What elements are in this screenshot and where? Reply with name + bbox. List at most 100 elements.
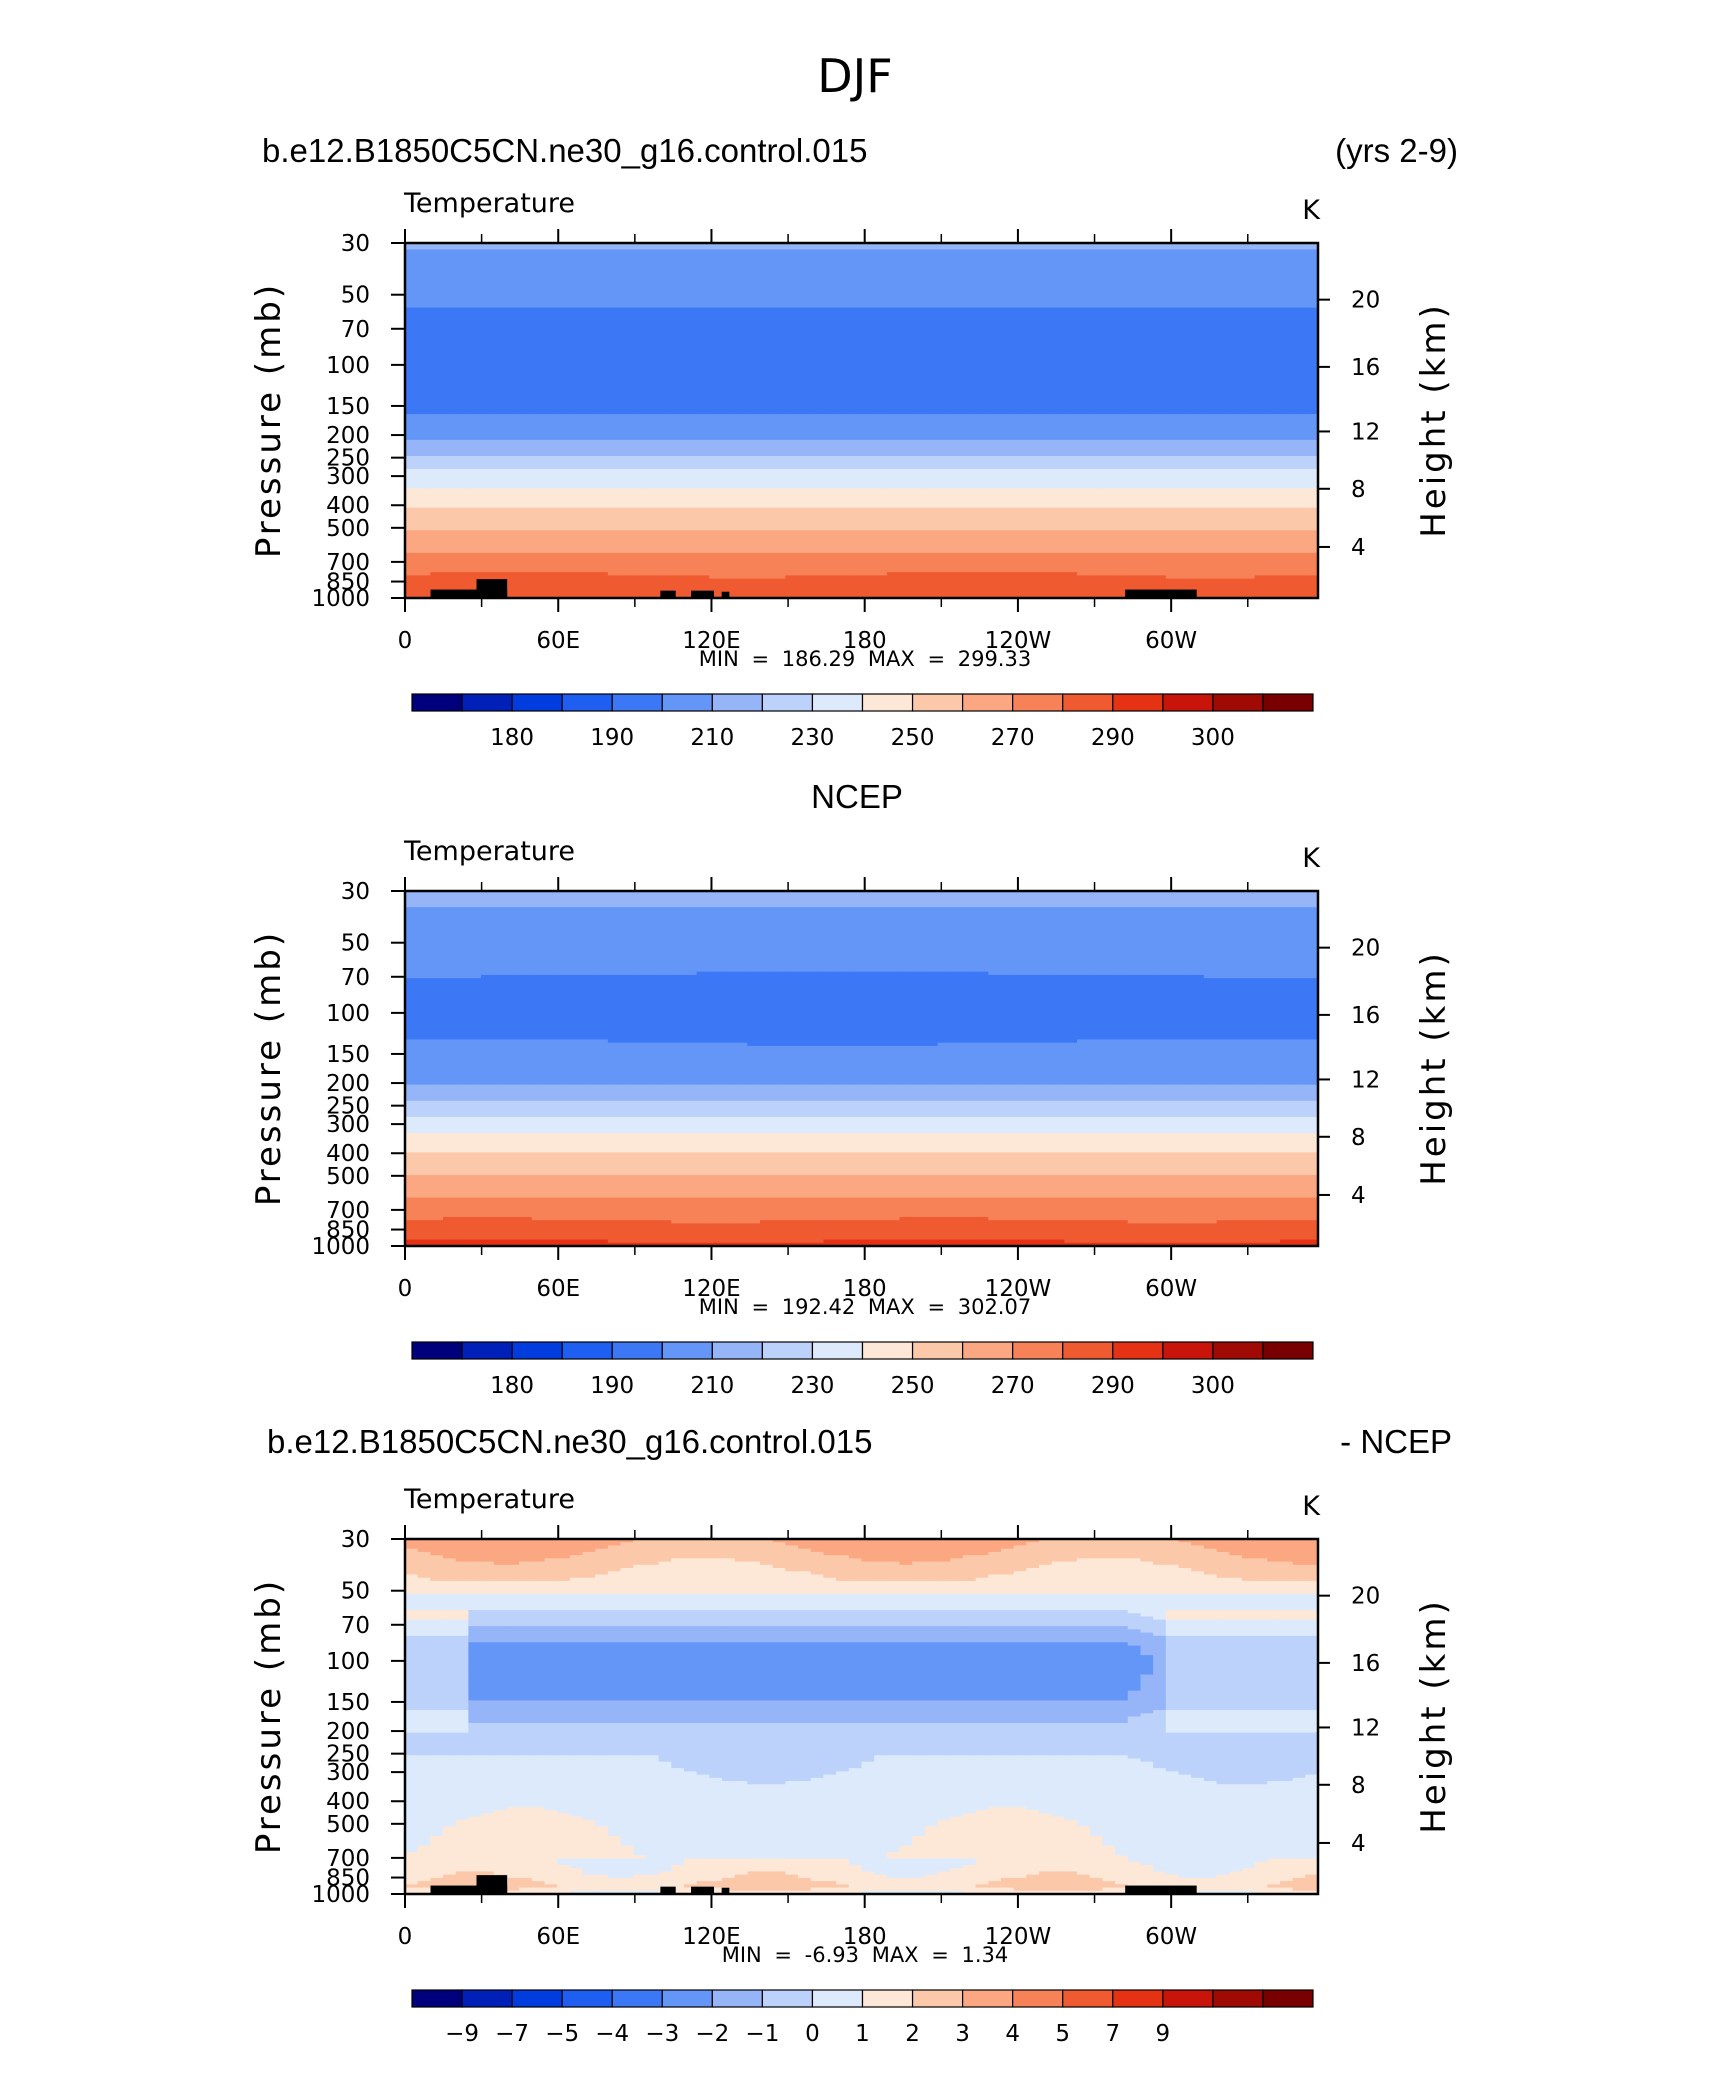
contour-cell <box>620 414 634 418</box>
contour-cell <box>861 288 875 293</box>
contour-cell <box>798 585 812 590</box>
contour-cell <box>950 404 964 409</box>
contour-cell <box>405 410 419 415</box>
contour-cell <box>912 462 926 467</box>
contour-cell <box>899 381 913 386</box>
contour-cell <box>607 249 622 254</box>
contour-cell <box>823 320 837 325</box>
contour-cell <box>557 314 571 318</box>
contour-cell <box>633 446 647 451</box>
contour-cell <box>760 255 774 260</box>
contour-cell <box>519 388 533 393</box>
contour-cell <box>506 514 520 519</box>
contour-cell <box>481 462 495 467</box>
contour-cell <box>810 378 825 383</box>
contour-cell <box>405 368 419 373</box>
contour-cell <box>607 491 622 496</box>
contour-cell <box>417 388 432 393</box>
contour-cell <box>886 446 901 451</box>
contour-cell <box>747 278 761 283</box>
contour-cell <box>899 352 913 357</box>
contour-cell <box>798 255 812 260</box>
contour-cell <box>569 494 584 499</box>
contour-cell <box>658 385 672 389</box>
contour-cell <box>886 456 901 460</box>
contour-cell <box>595 430 609 435</box>
contour-cell <box>493 420 508 425</box>
contour-cell <box>836 465 850 470</box>
contour-cell <box>455 546 470 551</box>
contour-cell <box>874 391 888 396</box>
contour-cell <box>861 294 875 299</box>
contour-cell <box>468 520 482 525</box>
contour-cell <box>569 352 584 357</box>
contour-cell <box>519 385 533 389</box>
contour-cell <box>544 259 558 264</box>
contour-cell <box>645 249 660 254</box>
contour-cell <box>848 388 863 393</box>
contour-cell <box>645 378 660 383</box>
contour-cell <box>493 468 508 473</box>
contour-cell <box>709 397 723 402</box>
contour-cell <box>481 504 495 509</box>
contour-cell <box>569 507 584 512</box>
contour-cell <box>747 249 761 254</box>
contour-cell <box>519 314 533 318</box>
contour-cell <box>671 323 685 328</box>
contour-cell <box>912 556 926 560</box>
contour-cell <box>937 562 951 567</box>
contour-cell <box>823 291 837 296</box>
contour-cell <box>519 259 533 264</box>
contour-cell <box>683 320 698 325</box>
contour-cell <box>861 472 875 477</box>
contour-cell <box>506 433 520 438</box>
contour-cell <box>836 485 850 489</box>
contour-cell <box>836 262 850 267</box>
contour-cell <box>937 423 951 428</box>
contour-cell <box>823 336 837 341</box>
contour-cell <box>645 430 660 435</box>
contour-cell <box>874 272 888 276</box>
contour-cell <box>582 426 596 431</box>
contour-cell <box>417 433 432 438</box>
contour-cell <box>848 304 863 309</box>
contour-cell <box>747 549 761 554</box>
contour-cell <box>722 265 736 270</box>
contour-cell <box>734 320 749 325</box>
contour-cell <box>798 323 812 328</box>
contour-cell <box>848 488 863 493</box>
contour-cell <box>506 255 520 260</box>
contour-cell <box>620 304 634 309</box>
contour-cell <box>468 407 482 412</box>
contour-cell <box>798 388 812 393</box>
contour-cell <box>747 533 761 538</box>
contour-cell <box>886 339 901 344</box>
contour-cell <box>595 462 609 467</box>
contour-cell <box>937 294 951 299</box>
contour-cell <box>747 262 761 267</box>
contour-cell <box>468 507 482 512</box>
contour-cell <box>950 546 964 551</box>
contour-cell <box>671 304 685 309</box>
contour-cell <box>658 533 672 538</box>
contour-cell <box>798 485 812 489</box>
contour-cell <box>620 310 634 315</box>
contour-cell <box>886 275 901 280</box>
contour-cell <box>443 404 457 409</box>
contour-cell <box>848 430 863 435</box>
contour-cell <box>671 497 685 502</box>
contour-cell <box>493 549 508 554</box>
contour-cell <box>709 359 723 364</box>
contour-cell <box>506 581 520 586</box>
contour-cell <box>443 294 457 299</box>
contour-cell <box>899 578 913 583</box>
contour-cell <box>823 375 837 380</box>
contour-cell <box>912 381 926 386</box>
contour-cell <box>874 591 888 596</box>
contour-cell <box>519 355 533 360</box>
contour-cell <box>747 456 761 460</box>
contour-cell <box>620 517 634 522</box>
contour-cell <box>519 407 533 412</box>
contour-cell <box>734 520 749 525</box>
contour-cell <box>633 349 647 354</box>
